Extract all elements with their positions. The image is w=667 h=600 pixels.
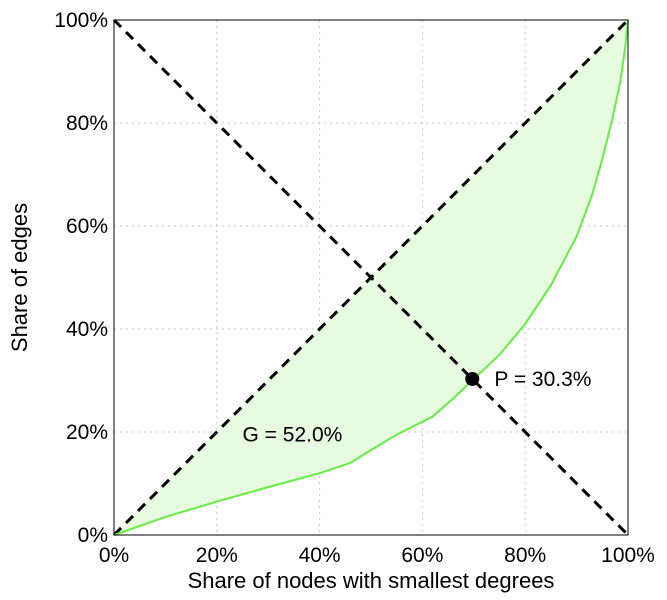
y-tick-label: 40% [66,318,108,341]
annotation-label: P = 30.3% [494,368,591,391]
y-tick-label: 60% [66,215,108,238]
annotation-label: G = 52.0% [243,424,343,447]
x-tick-label: 20% [196,544,238,567]
anti-diagonal-line [112,18,630,537]
x-tick-labels: 0% 20% 40% 60% 80% 100% [99,544,655,567]
x-tick-label: 80% [504,544,546,567]
y-tick-label: 100% [54,9,108,32]
reference-lines [112,18,630,537]
x-tick-label: 0% [99,544,129,567]
y-tick-label: 20% [66,421,108,444]
y-tick-label: 80% [66,112,108,135]
grid-layer [114,20,628,535]
x-tick-label: 40% [299,544,341,567]
annotations: P = 30.3% G = 52.0% [243,368,592,447]
plot-frame [113,19,629,536]
y-tick-labels: 0% 20% 40% 60% 80% 100% [54,9,108,547]
y-tick-label: 0% [78,524,108,547]
y-axis-label: Share of edges [7,203,32,352]
intersection-marker [465,371,480,386]
x-tick-label: 100% [601,544,655,567]
x-tick-label: 60% [401,544,443,567]
x-axis-label: Share of nodes with smallest degrees [188,568,555,593]
